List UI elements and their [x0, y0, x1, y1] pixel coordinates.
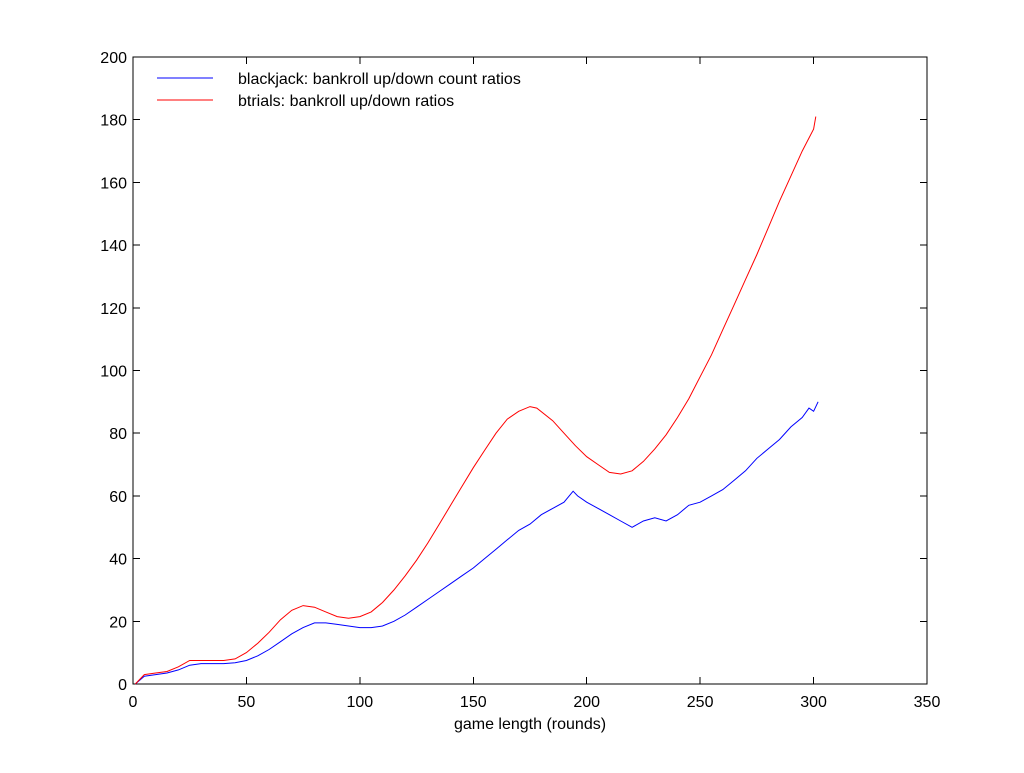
y-tick-label: 140 [100, 238, 127, 255]
x-tick-label: 50 [238, 694, 256, 711]
plot-box [132, 56, 928, 685]
x-tick-label: 250 [687, 694, 714, 711]
y-tick-label: 200 [100, 50, 127, 67]
y-tick-label: 100 [100, 364, 127, 381]
y-tick-label: 80 [109, 426, 127, 443]
x-tick-label: 200 [573, 694, 600, 711]
y-axis-ticks: 0 20 40 60 80 100 120 140 160 180 200 [100, 50, 927, 694]
x-tick-label: 350 [914, 694, 941, 711]
x-tick-label: 300 [800, 694, 827, 711]
legend-label-blackjack: blackjack: bankroll up/down count ratios [238, 71, 521, 88]
legend: blackjack: bankroll up/down count ratios… [157, 71, 521, 110]
x-tick-label: 0 [129, 694, 138, 711]
series-line-0 [134, 401, 819, 685]
y-tick-label: 0 [118, 677, 127, 694]
y-tick-label: 180 [100, 113, 127, 130]
x-tick-label: 100 [347, 694, 374, 711]
plot-frame [132, 56, 928, 685]
series-layer [134, 116, 819, 685]
legend-label-btrials: btrials: bankroll up/down ratios [238, 93, 454, 110]
series-line-1 [134, 116, 817, 685]
x-axis-ticks: 0 50 100 150 200 250 300 350 [129, 57, 941, 711]
x-axis-label: game length (rounds) [454, 716, 606, 733]
y-tick-label: 20 [109, 614, 127, 631]
y-tick-label: 160 [100, 175, 127, 192]
y-tick-label: 120 [100, 301, 127, 318]
y-tick-label: 60 [109, 489, 127, 506]
y-tick-label: 40 [109, 552, 127, 569]
x-tick-label: 150 [460, 694, 487, 711]
